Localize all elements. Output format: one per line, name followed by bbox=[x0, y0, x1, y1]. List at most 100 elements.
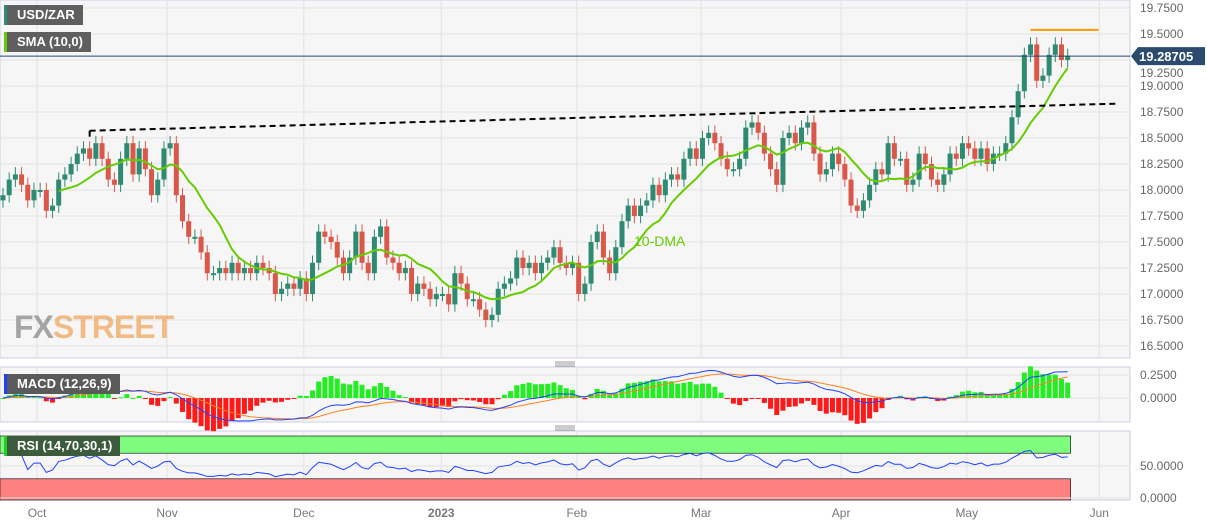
candle-body bbox=[891, 143, 897, 159]
candle-body bbox=[1040, 75, 1046, 81]
macd-histogram-bar bbox=[774, 398, 780, 416]
macd-histogram-bar bbox=[650, 379, 656, 398]
macd-histogram-bar bbox=[520, 383, 526, 398]
candle-body bbox=[805, 122, 811, 128]
candle-body bbox=[316, 231, 322, 263]
macd-histogram-bar bbox=[514, 385, 520, 398]
macd-histogram-bar bbox=[409, 398, 415, 403]
candle-body bbox=[279, 288, 285, 294]
candle-body bbox=[93, 143, 99, 159]
macd-histogram-bar bbox=[625, 383, 631, 398]
macd-histogram-bar bbox=[699, 383, 705, 398]
candle-body bbox=[625, 205, 631, 222]
macd-histogram-bar bbox=[644, 381, 650, 398]
candle-body bbox=[68, 164, 74, 175]
candle-body bbox=[62, 174, 68, 180]
y-tick-label: 17.0000 bbox=[1140, 287, 1184, 301]
candle-body bbox=[217, 268, 223, 274]
candle-body bbox=[811, 122, 817, 154]
macd-histogram-bar bbox=[223, 398, 229, 427]
candle-body bbox=[885, 143, 891, 175]
macd-histogram-bar bbox=[799, 398, 805, 404]
macd-histogram-bar bbox=[811, 398, 817, 405]
macd-histogram-bar bbox=[371, 386, 377, 398]
candle-body bbox=[1046, 54, 1052, 76]
candle-body bbox=[532, 262, 538, 274]
macd-histogram-bar bbox=[1009, 388, 1015, 398]
candle-body bbox=[910, 179, 916, 185]
macd-histogram-bar bbox=[291, 398, 297, 399]
candle-body bbox=[1015, 91, 1021, 118]
macd-histogram-bar bbox=[118, 397, 124, 399]
macd-histogram-bar bbox=[31, 397, 37, 399]
candle-body bbox=[229, 262, 235, 274]
candle-body bbox=[873, 169, 879, 185]
candle-body bbox=[545, 257, 551, 263]
price-panel bbox=[0, 0, 1131, 359]
candle-body bbox=[687, 148, 693, 159]
macd-histogram-bar bbox=[681, 382, 687, 398]
candle-body bbox=[823, 169, 829, 175]
candle-body bbox=[149, 169, 155, 196]
macd-histogram-bar bbox=[142, 398, 148, 399]
macd-histogram-bar bbox=[1034, 370, 1040, 398]
candle-body bbox=[755, 122, 761, 133]
candle-body bbox=[87, 148, 93, 159]
candle-body bbox=[953, 153, 959, 159]
macd-histogram-bar bbox=[576, 396, 582, 398]
macd-histogram-bar bbox=[607, 395, 613, 398]
macd-histogram-bar bbox=[477, 398, 483, 403]
candle-body bbox=[588, 242, 594, 284]
candle-body bbox=[161, 148, 167, 180]
macd-histogram-bar bbox=[1052, 374, 1058, 398]
macd-histogram-bar bbox=[390, 390, 396, 398]
candle-body bbox=[693, 148, 699, 159]
macd-histogram-bar bbox=[526, 382, 532, 398]
macd-histogram-bar bbox=[829, 398, 835, 413]
macd-histogram-bar bbox=[378, 383, 384, 398]
rsi-y-tick-label: 50.0000 bbox=[1140, 459, 1184, 473]
macd-histogram-bar bbox=[631, 382, 637, 398]
macd-histogram-bar bbox=[817, 398, 823, 411]
candle-body bbox=[483, 309, 489, 320]
candle-body bbox=[347, 257, 353, 274]
macd-histogram-bar bbox=[433, 398, 439, 408]
macd-histogram-bar bbox=[563, 388, 569, 398]
current-price-tag bbox=[1131, 47, 1205, 66]
macd-histogram-bar bbox=[780, 398, 786, 411]
candle-body bbox=[136, 148, 142, 175]
macd-histogram-bar bbox=[557, 385, 563, 398]
macd-histogram-bar bbox=[303, 395, 309, 398]
macd-histogram-bar bbox=[730, 398, 736, 404]
candle-body bbox=[1052, 44, 1058, 55]
candle-body bbox=[650, 184, 656, 201]
macd-histogram-bar bbox=[545, 383, 551, 398]
candle-body bbox=[631, 205, 637, 216]
y-tick-label: 16.7500 bbox=[1140, 313, 1184, 327]
macd-histogram-bar bbox=[836, 398, 842, 413]
candle-body bbox=[984, 148, 990, 164]
macd-histogram-bar bbox=[1015, 382, 1021, 398]
macd-histogram-bar bbox=[316, 381, 322, 398]
candle-body bbox=[508, 278, 514, 284]
candle-body bbox=[867, 184, 873, 201]
macd-histogram-bar bbox=[743, 398, 749, 401]
macd-histogram-bar bbox=[353, 380, 359, 398]
macd-histogram-bar bbox=[470, 398, 476, 401]
macd-histogram-bar bbox=[217, 398, 223, 429]
candle-body bbox=[421, 283, 427, 289]
macd-histogram-bar bbox=[421, 398, 427, 406]
rsi-line bbox=[9, 443, 1068, 478]
macd-histogram-bar bbox=[687, 381, 693, 398]
macd-histogram-bar bbox=[210, 398, 216, 432]
y-tick-label: 17.2500 bbox=[1140, 261, 1184, 275]
candle-body bbox=[241, 268, 247, 274]
macd-histogram-bar bbox=[860, 398, 866, 423]
macd-histogram-bar bbox=[712, 386, 718, 398]
macd-histogram-bar bbox=[755, 398, 761, 399]
candle-body bbox=[978, 148, 984, 159]
candle-body bbox=[80, 148, 86, 154]
candle-body bbox=[235, 262, 241, 274]
candle-body bbox=[470, 299, 476, 302]
y-tick-label: 19.0000 bbox=[1140, 79, 1184, 93]
